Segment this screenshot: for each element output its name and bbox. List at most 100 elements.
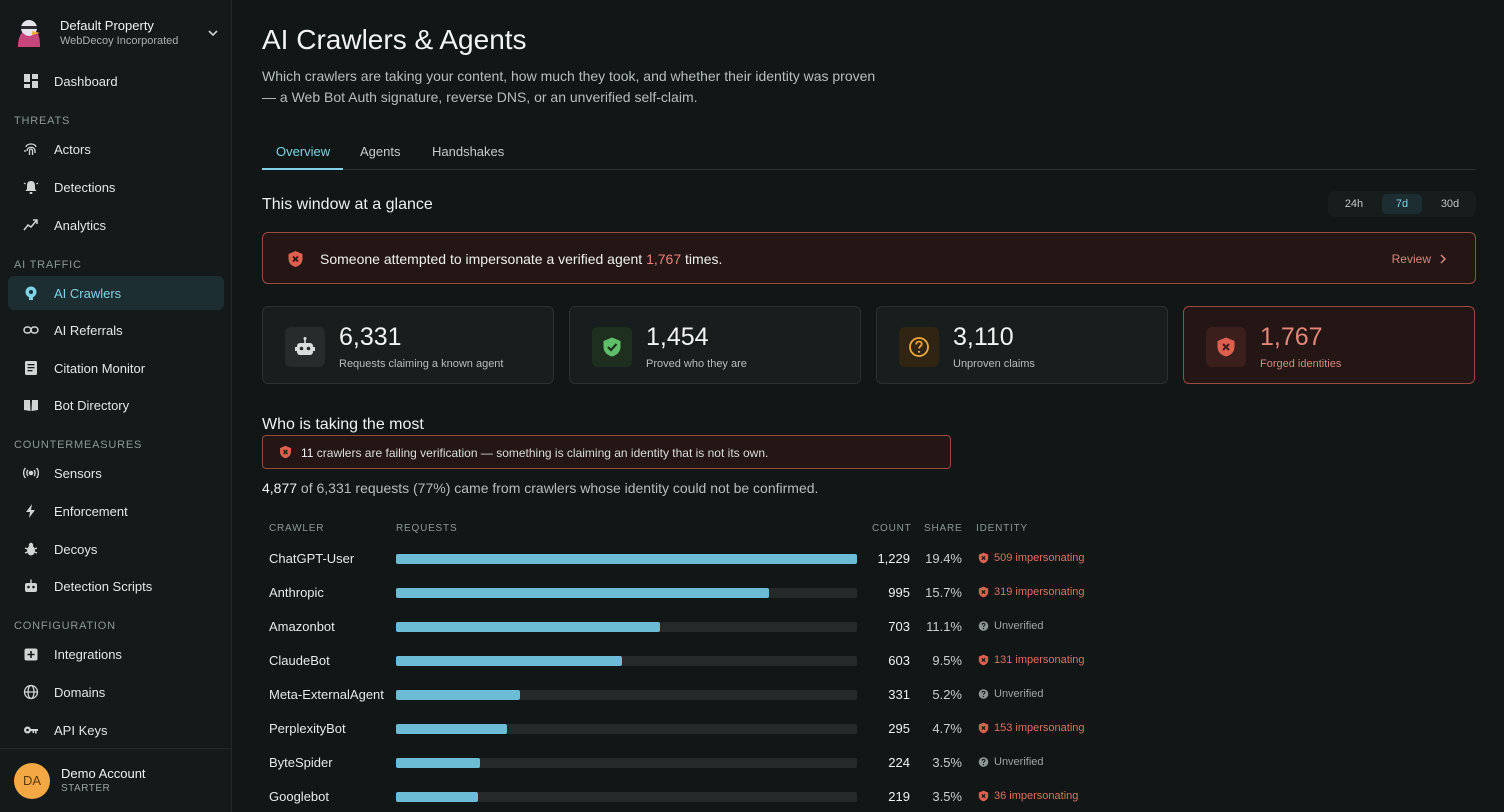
- crawler-name: Googlebot: [269, 789, 329, 804]
- nav-section-ai-traffic: AI TRAFFIC: [14, 259, 82, 271]
- table-row[interactable]: ClaudeBot 603 9.5% 131 impersonating: [262, 649, 1162, 673]
- requests-bar-track: [396, 758, 857, 768]
- sidebar-item-detection-scripts[interactable]: Detection Scripts: [8, 569, 224, 603]
- webdecoy-logo-icon: [12, 17, 44, 49]
- table-row[interactable]: Anthropic 995 15.7% 319 impersonating: [262, 581, 1162, 605]
- key-icon: [22, 721, 40, 739]
- sidebar-item-detections[interactable]: Detections: [8, 170, 224, 204]
- sidebar-item-analytics[interactable]: Analytics: [8, 208, 224, 242]
- bolt-icon: [22, 502, 40, 520]
- crawler-name: Anthropic: [269, 585, 324, 600]
- requests-bar-track: [396, 792, 857, 802]
- account-menu[interactable]: DA Demo Account STARTER: [0, 748, 232, 812]
- tab-agents[interactable]: Agents: [360, 144, 401, 159]
- active-tab-indicator: [262, 168, 343, 170]
- requests-bar-track: [396, 656, 857, 666]
- stat-card-known-agent: 6,331 Requests claiming a known agent: [262, 306, 554, 384]
- page-subtitle: Which crawlers are taking your content, …: [262, 68, 876, 105]
- sidebar-item-dashboard[interactable]: Dashboard: [8, 64, 224, 98]
- sidebar-item-citation-monitor[interactable]: Citation Monitor: [8, 351, 224, 385]
- question-icon: [899, 327, 939, 367]
- crawler-name: PerplexityBot: [269, 721, 346, 736]
- crawler-share: 11.1%: [926, 619, 962, 634]
- sidebar-item-label: Detections: [54, 179, 116, 195]
- crawler-name: Meta-ExternalAgent: [269, 687, 384, 702]
- bell-alert-icon: [22, 178, 40, 196]
- table-row[interactable]: Meta-ExternalAgent 331 5.2% Unverified: [262, 683, 1162, 707]
- identity-status: Unverified: [978, 688, 1044, 700]
- table-row[interactable]: ChatGPT-User 1,229 19.4% 509 impersonating: [262, 547, 1162, 571]
- crawler-name: ByteSpider: [269, 755, 333, 770]
- stat-card-forged: 1,767 Forged identities: [1183, 306, 1475, 384]
- alert-message: Someone attempted to impersonate a verif…: [320, 251, 723, 267]
- tab-handshakes[interactable]: Handshakes: [432, 144, 505, 159]
- stat-value: 1,767: [1260, 323, 1323, 351]
- property-name: Default Property: [60, 18, 154, 33]
- stat-value: 1,454: [646, 323, 709, 351]
- shield-x-icon: [1206, 327, 1246, 367]
- document-icon: [22, 359, 40, 377]
- range-7d[interactable]: 7d: [1382, 194, 1422, 214]
- avatar: DA: [14, 762, 50, 799]
- sidebar-item-api-keys[interactable]: API Keys: [8, 713, 224, 747]
- sidebar-item-label: Analytics: [54, 217, 107, 233]
- sidebar-item-bot-directory[interactable]: Bot Directory: [8, 388, 224, 422]
- range-30d[interactable]: 30d: [1440, 198, 1460, 210]
- tab-overview[interactable]: Overview: [276, 144, 331, 159]
- stat-label: Requests claiming a known agent: [339, 358, 504, 370]
- sidebar-item-domains[interactable]: Domains: [8, 675, 224, 709]
- crawler-count: 295: [888, 721, 910, 736]
- identity-status: Unverified: [978, 620, 1044, 632]
- range-24h[interactable]: 24h: [1344, 198, 1364, 210]
- requests-bar: [396, 554, 857, 564]
- identity-status: 36 impersonating: [978, 790, 1078, 802]
- bug-icon: [22, 540, 40, 558]
- sidebar-item-label: Sensors: [54, 465, 102, 481]
- review-button[interactable]: Review: [1392, 252, 1449, 266]
- table-row[interactable]: Googlebot 219 3.5% 36 impersonating: [262, 785, 1162, 809]
- main-content: AI Crawlers & Agents Which crawlers are …: [262, 0, 1476, 812]
- crawler-share: 4.7%: [932, 721, 962, 736]
- shield-x-icon: [978, 654, 989, 666]
- sidebar-item-sensors[interactable]: Sensors: [8, 456, 224, 490]
- unconfirmed-summary: 4,877 of 6,331 requests (77%) came from …: [262, 480, 819, 496]
- crawler-count: 1,229: [877, 551, 910, 566]
- identity-status: 509 impersonating: [978, 552, 1085, 564]
- warning-message: 11 crawlers are failing verification — s…: [301, 446, 769, 460]
- crawler-count: 995: [888, 585, 910, 600]
- sidebar-item-label: Integrations: [54, 646, 122, 662]
- chevron-right-icon: [1440, 254, 1447, 264]
- alert-count: 1,767: [646, 251, 682, 267]
- stat-label: Forged identities: [1260, 358, 1342, 370]
- property-switcher[interactable]: Default Property WebDecoy Incorporated: [12, 14, 220, 52]
- impersonation-alert: Someone attempted to impersonate a verif…: [262, 232, 1476, 284]
- brain-icon: [22, 284, 40, 302]
- nav-section-threats: THREATS: [14, 115, 71, 127]
- column-header-share: SHARE: [924, 523, 963, 534]
- sidebar-item-enforcement[interactable]: Enforcement: [8, 494, 224, 528]
- sidebar-item-ai-crawlers[interactable]: AI Crawlers: [8, 276, 224, 310]
- globe-icon: [22, 683, 40, 701]
- fingerprint-icon: [22, 140, 40, 158]
- time-range-selector: 24h 7d 30d: [1328, 191, 1476, 217]
- table-row[interactable]: PerplexityBot 295 4.7% 153 impersonating: [262, 717, 1162, 741]
- chevron-down-icon: [208, 30, 218, 37]
- table-row[interactable]: Amazonbot 703 11.1% Unverified: [262, 615, 1162, 639]
- shield-x-icon: [978, 790, 989, 802]
- nav-section-countermeasures: COUNTERMEASURES: [14, 439, 143, 451]
- table-row[interactable]: ByteSpider 224 3.5% Unverified: [262, 751, 1162, 775]
- sidebar-item-ai-referrals[interactable]: AI Referrals: [8, 313, 224, 347]
- sidebar-item-label: Actors: [54, 141, 91, 157]
- sidebar-item-decoys[interactable]: Decoys: [8, 532, 224, 566]
- sidebar-item-label: Detection Scripts: [54, 578, 153, 594]
- sidebar-item-integrations[interactable]: Integrations: [8, 637, 224, 671]
- sidebar-item-label: API Keys: [54, 722, 108, 738]
- identity-status: 131 impersonating: [978, 654, 1085, 666]
- stat-value: 6,331: [339, 323, 402, 351]
- requests-bar: [396, 622, 660, 632]
- crawler-share: 9.5%: [932, 653, 962, 668]
- question-circle-icon: [978, 757, 989, 767]
- sidebar-item-actors[interactable]: Actors: [8, 132, 224, 166]
- column-header-count: COUNT: [872, 523, 912, 534]
- crawler-share: 3.5%: [932, 789, 962, 804]
